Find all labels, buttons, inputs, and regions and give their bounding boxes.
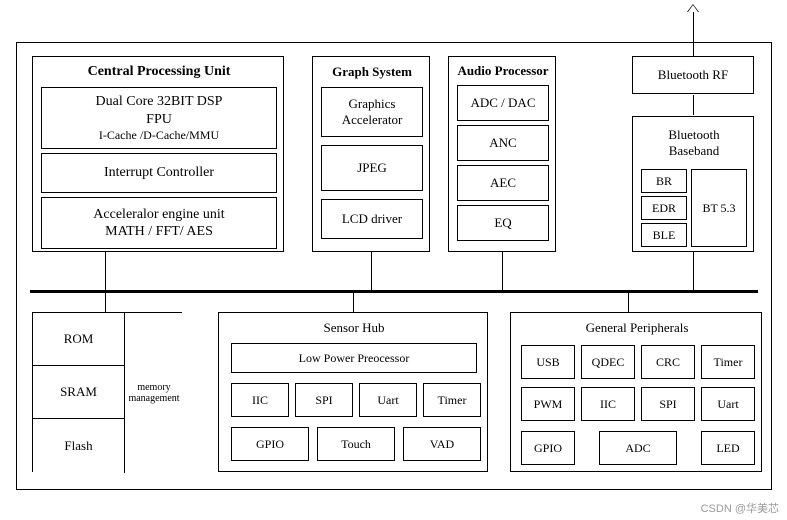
graph-title: Graph System bbox=[313, 57, 431, 87]
memory-cell: SRAM bbox=[33, 366, 125, 419]
bt-mode-cell: BR bbox=[641, 169, 687, 193]
cpu-row-line: I-Cache /D-Cache/MMU bbox=[99, 128, 219, 143]
bt-version-label: BT 5.3 bbox=[702, 201, 735, 216]
sensor-hub-block: Sensor Hub Low Power Preocessor IICSPIUa… bbox=[218, 312, 488, 472]
cpu-row-line: MATH / FFT/ AES bbox=[105, 223, 213, 241]
graph-cell: LCD driver bbox=[321, 199, 423, 239]
bt-mode-cell: EDR bbox=[641, 196, 687, 220]
peripheral-cell: ADC bbox=[599, 431, 677, 465]
cpu-row: Interrupt Controller bbox=[41, 153, 277, 193]
connector-line bbox=[502, 252, 503, 290]
sensor-cell: Timer bbox=[423, 383, 481, 417]
sensor-cell: GPIO bbox=[231, 427, 309, 461]
watermark: CSDN @华美芯 bbox=[701, 500, 779, 516]
general-peripherals-block: General Peripherals USBQDECCRCTimer PWMII… bbox=[510, 312, 762, 472]
peripheral-cell: Uart bbox=[701, 387, 755, 421]
sensor-cell: SPI bbox=[295, 383, 353, 417]
sensor-cell: IIC bbox=[231, 383, 289, 417]
memory-block: ROMSRAMFlash memory management bbox=[32, 312, 182, 472]
bluetooth-rf-block: Bluetooth RF bbox=[632, 56, 754, 94]
audio-cell: ANC bbox=[457, 125, 549, 161]
cpu-row: Dual Core 32BIT DSPFPUI-Cache /D-Cache/M… bbox=[41, 87, 277, 149]
sensor-hub-title: Sensor Hub bbox=[219, 315, 489, 341]
connector-line bbox=[693, 252, 694, 290]
cpu-row-line: Interrupt Controller bbox=[104, 164, 214, 182]
bluetooth-baseband-title: Bluetooth Baseband bbox=[633, 121, 755, 165]
bt-version-cell: BT 5.3 bbox=[691, 169, 747, 247]
memory-cell: Flash bbox=[33, 419, 125, 473]
connector-line bbox=[353, 290, 354, 312]
audio-cell: EQ bbox=[457, 205, 549, 241]
graph-cell: JPEG bbox=[321, 145, 423, 191]
sensor-cell: VAD bbox=[403, 427, 481, 461]
audio-cell: AEC bbox=[457, 165, 549, 201]
connector-line bbox=[628, 290, 629, 312]
bt-mode-cell: BLE bbox=[641, 223, 687, 247]
graph-cell: Graphics Accelerator bbox=[321, 87, 423, 137]
bluetooth-baseband-block: Bluetooth Baseband BR EDR BLE BT 5.3 bbox=[632, 116, 754, 252]
cpu-row: Acceleralor engine unitMATH / FFT/ AES bbox=[41, 197, 277, 249]
audio-cell: ADC / DAC bbox=[457, 85, 549, 121]
peripheral-cell: QDEC bbox=[581, 345, 635, 379]
cpu-row-line: FPU bbox=[146, 111, 172, 129]
sensor-cell: Uart bbox=[359, 383, 417, 417]
peripheral-cell: SPI bbox=[641, 387, 695, 421]
low-power-processor-label: Low Power Preocessor bbox=[299, 351, 410, 366]
connector-line bbox=[371, 252, 372, 290]
peripheral-cell: USB bbox=[521, 345, 575, 379]
peripheral-cell: GPIO bbox=[521, 431, 575, 465]
cpu-row-line: Acceleralor engine unit bbox=[93, 206, 224, 224]
system-bus bbox=[30, 290, 758, 293]
memory-management-cell: memory management bbox=[125, 313, 183, 473]
cpu-block: Central Processing Unit Dual Core 32BIT … bbox=[32, 56, 284, 252]
connector-line bbox=[105, 252, 106, 290]
peripheral-cell: Timer bbox=[701, 345, 755, 379]
antenna-icon bbox=[687, 4, 699, 12]
connector-line bbox=[105, 290, 106, 312]
peripheral-cell: IIC bbox=[581, 387, 635, 421]
peripheral-cell: PWM bbox=[521, 387, 575, 421]
sensor-cell: Touch bbox=[317, 427, 395, 461]
low-power-processor-cell: Low Power Preocessor bbox=[231, 343, 477, 373]
cpu-row-line: Dual Core 32BIT DSP bbox=[96, 93, 223, 111]
audio-processor-block: Audio Processor ADC / DAC ANC AEC EQ bbox=[448, 56, 556, 252]
antenna-stem bbox=[693, 6, 694, 56]
cpu-title: Central Processing Unit bbox=[33, 57, 285, 87]
graph-system-block: Graph System Graphics Accelerator JPEG LCD… bbox=[312, 56, 430, 252]
memory-cell: ROM bbox=[33, 313, 125, 366]
audio-title: Audio Processor bbox=[449, 57, 557, 85]
peripheral-cell: CRC bbox=[641, 345, 695, 379]
connector-line bbox=[693, 95, 694, 115]
peripheral-cell: LED bbox=[701, 431, 755, 465]
general-peripherals-title: General Peripherals bbox=[511, 315, 763, 341]
bluetooth-rf-label: Bluetooth RF bbox=[658, 67, 728, 83]
